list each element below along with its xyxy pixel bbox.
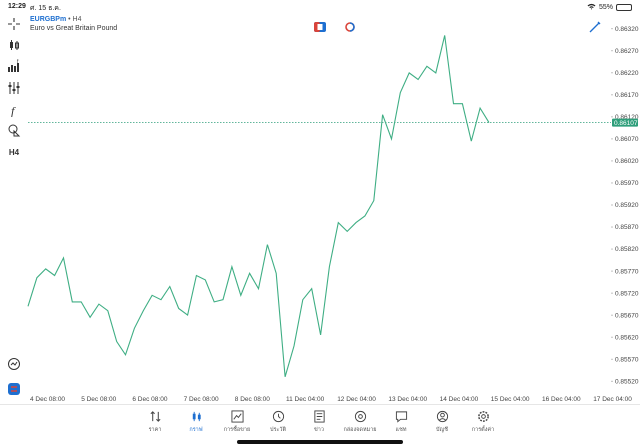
settings-icon	[477, 411, 489, 422]
x-tick-label: 15 Dec 04:00	[491, 396, 530, 403]
tab-chat[interactable]: แชท	[381, 410, 421, 434]
y-tick-label: 0.86120	[615, 114, 639, 121]
tab-label: กราฟ	[189, 427, 203, 433]
x-tick-label: 13 Dec 04:00	[388, 396, 427, 403]
y-tick-label: 0.86270	[615, 48, 639, 55]
price-chart[interactable]: 0.86320 0.86270 0.86220 0.86170 0.86120 0.860…	[0, 0, 640, 404]
pencil-icon[interactable]	[589, 20, 601, 33]
crosshair-icon[interactable]	[6, 16, 22, 32]
status-date: ศ. 15 ธ.ค.	[30, 5, 61, 12]
svg-text:f: f	[11, 104, 16, 117]
current-price-tag: 0.86107	[612, 118, 638, 127]
x-tick-label: 17 Dec 04:00	[593, 396, 632, 403]
x-tick-label: 12 Dec 04:00	[337, 396, 376, 403]
tab-history[interactable]: ประวัติ	[258, 410, 298, 434]
y-tick-label: 0.86220	[615, 70, 639, 77]
tab-label: ประวัติ	[269, 427, 287, 433]
x-tick-label: 14 Dec 04:00	[440, 396, 479, 403]
y-tick-label: 0.85770	[615, 268, 639, 275]
left-toolbar: f f H4	[0, 14, 28, 398]
tab-label: บัญชี	[436, 427, 448, 433]
y-tick-label: 0.85620	[615, 334, 639, 341]
y-tick-label: 0.85920	[615, 202, 639, 209]
status-bar: 12:29 ศ. 15 ธ.ค. 55%	[0, 0, 640, 14]
tab-label: แชท	[395, 427, 407, 433]
chart-header: EURGBPm • H4 Euro vs Great Britain Pound	[30, 15, 117, 33]
status-time: 12:29	[8, 3, 26, 10]
x-tick-label: 16 Dec 04:00	[542, 396, 581, 403]
timeframe-label[interactable]: H4	[72, 16, 82, 23]
function-icon[interactable]: f	[6, 102, 22, 118]
one-click-trading-icon[interactable]	[314, 19, 326, 32]
x-axis: 4 Dec 08:00 5 Dec 08:00 6 Dec 08:00 7 Dec 0…	[30, 396, 632, 403]
quotes-icon	[149, 411, 161, 422]
price-series-line	[27, 35, 490, 377]
header-separator: •	[68, 16, 71, 23]
chat-icon	[395, 411, 407, 423]
symbol-description: Euro vs Great Britain Pound	[30, 25, 118, 32]
y-tick-label: 0.85870	[615, 224, 639, 231]
tab-trade[interactable]: การซื้อขาย	[217, 410, 257, 434]
news-icon	[313, 410, 325, 423]
wifi-icon	[587, 3, 596, 12]
y-tick-label: 0.86020	[615, 158, 639, 165]
status-right: 55%	[587, 3, 632, 12]
chart-zoom-icon[interactable]	[6, 356, 22, 372]
y-tick-label: 0.85970	[615, 180, 639, 187]
y-tick-label: 0.85820	[615, 246, 639, 253]
history-icon	[272, 410, 284, 423]
chart-type-icon[interactable]	[6, 37, 22, 53]
indicators-icon[interactable]: f	[6, 58, 22, 74]
y-tick-label: 0.85670	[615, 312, 639, 319]
y-tick-label: 0.86070	[615, 136, 639, 143]
svg-text:f: f	[17, 59, 19, 65]
y-tick-label: 0.85570	[615, 356, 639, 363]
symbol-label[interactable]: EURGBPm	[30, 16, 67, 23]
x-tick-label: 11 Dec 04:00	[286, 396, 325, 403]
y-tick-label: 0.86320	[615, 26, 639, 33]
indicator-settings-icon[interactable]	[6, 80, 22, 96]
timeframe-button[interactable]: H4	[8, 147, 20, 157]
tab-label: การตั้งค่า	[471, 427, 495, 433]
home-indicator	[237, 440, 403, 444]
signal-icon[interactable]	[344, 19, 356, 32]
y-tick-label: 0.86170	[615, 92, 639, 99]
bottom-tab-bar: ราคา กราฟ การซื้อขาย ประวัติ ข่าว กล่องจ…	[0, 404, 640, 447]
x-tick-label: 8 Dec 08:00	[235, 396, 270, 403]
x-tick-label: 6 Dec 08:00	[132, 396, 167, 403]
tab-label: ราคา	[148, 427, 162, 433]
header-actions	[314, 19, 356, 32]
x-tick-label: 5 Dec 08:00	[81, 396, 116, 403]
account-icon	[436, 410, 448, 423]
one-click-panel-icon[interactable]	[6, 381, 22, 397]
y-axis: 0.86320 0.86270 0.86220 0.86170 0.86120 0.860…	[611, 26, 639, 385]
tab-account[interactable]: บัญชี	[422, 410, 462, 434]
mailbox-icon	[354, 410, 366, 423]
objects-icon[interactable]	[6, 122, 22, 138]
tab-news[interactable]: ข่าว	[299, 410, 339, 434]
tab-chart[interactable]: กราฟ	[176, 410, 216, 434]
trade-icon	[230, 410, 244, 423]
tab-mailbox[interactable]: กล่องจดหมาย	[340, 410, 380, 434]
x-tick-label: 7 Dec 08:00	[184, 396, 219, 403]
tab-quotes[interactable]: ราคา	[135, 410, 175, 434]
x-tick-label: 4 Dec 08:00	[30, 396, 65, 403]
y-tick-label: 0.85520	[615, 378, 639, 385]
tab-label: ข่าว	[314, 427, 324, 433]
tab-label: การซื้อขาย	[223, 427, 251, 433]
tab-label: กล่องจดหมาย	[343, 427, 377, 433]
battery-percent: 55%	[598, 4, 613, 11]
current-price-label: 0.86107	[614, 120, 638, 127]
tab-settings[interactable]: การตั้งค่า	[463, 410, 503, 434]
y-tick-label: 0.85720	[615, 290, 639, 297]
chart-icon	[192, 411, 201, 422]
battery-icon	[616, 4, 632, 11]
